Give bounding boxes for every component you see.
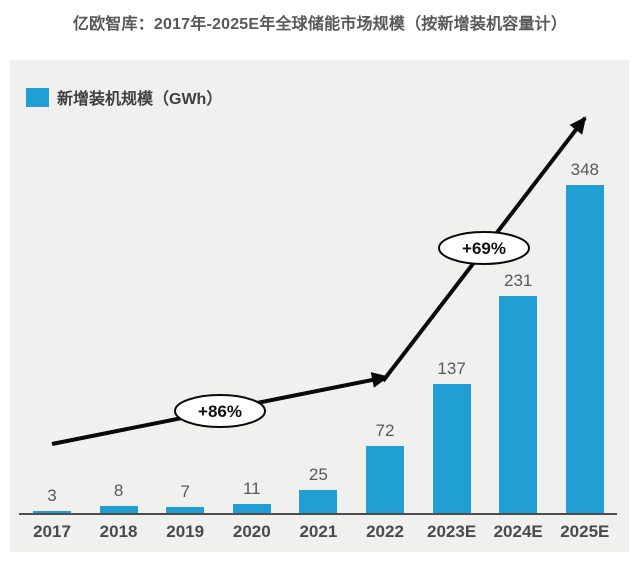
x-axis-label: 2018 — [99, 522, 138, 541]
bar — [99, 506, 138, 514]
bar — [166, 507, 205, 514]
x-axis-label: 2022 — [366, 522, 404, 541]
chart-panel: 新增装机规模（GWh） 3 8 7 11 25 72 137 231 348 2017 2018 2… — [10, 60, 629, 552]
x-axis-label: 2020 — [232, 522, 271, 541]
bar — [432, 384, 471, 514]
x-axis-label: 2021 — [299, 522, 338, 541]
chart-title: 亿欧智库：2017年-2025E年全球储能市场规模（按新增装机容量计） — [72, 16, 568, 33]
x-axis-line — [19, 513, 617, 515]
bar — [565, 185, 604, 514]
legend-label: 新增装机规模（GWh） — [57, 91, 223, 108]
growth-annotation-bubble-2 — [438, 231, 530, 265]
legend: 新增装机规模（GWh） — [26, 86, 222, 108]
trend-arrow-segment-2 — [381, 116, 587, 383]
bar-value-label: 348 — [570, 160, 599, 179]
x-axis-label: 2023E — [427, 522, 477, 541]
bar-value-label: 11 — [242, 479, 261, 498]
bar-value-label: 72 — [375, 421, 395, 440]
x-axis-label: 2024E — [493, 522, 543, 541]
legend-swatch-icon — [26, 87, 49, 107]
growth-annotation-bubble-1 — [174, 394, 266, 428]
bar-value-label: 137 — [437, 359, 466, 378]
x-axis-label: 2025E — [560, 522, 610, 541]
bar-value-label: 25 — [308, 465, 328, 484]
bar-value-label: 3 — [47, 486, 57, 505]
bar-value-label: 231 — [504, 271, 533, 290]
x-axis-label: 2019 — [166, 522, 205, 541]
bar-value-label: 7 — [180, 482, 190, 501]
bar — [33, 511, 71, 514]
bar — [499, 296, 538, 514]
bar — [232, 504, 271, 514]
growth-annotation-label-1: +86% — [198, 402, 242, 421]
bar-value-label: 8 — [113, 481, 124, 500]
x-axis-label: 2017 — [33, 522, 71, 541]
bar — [299, 490, 338, 514]
bar — [366, 446, 404, 514]
growth-annotation-label-2: +69% — [462, 239, 506, 258]
trend-arrow-segment-1 — [51, 372, 389, 446]
